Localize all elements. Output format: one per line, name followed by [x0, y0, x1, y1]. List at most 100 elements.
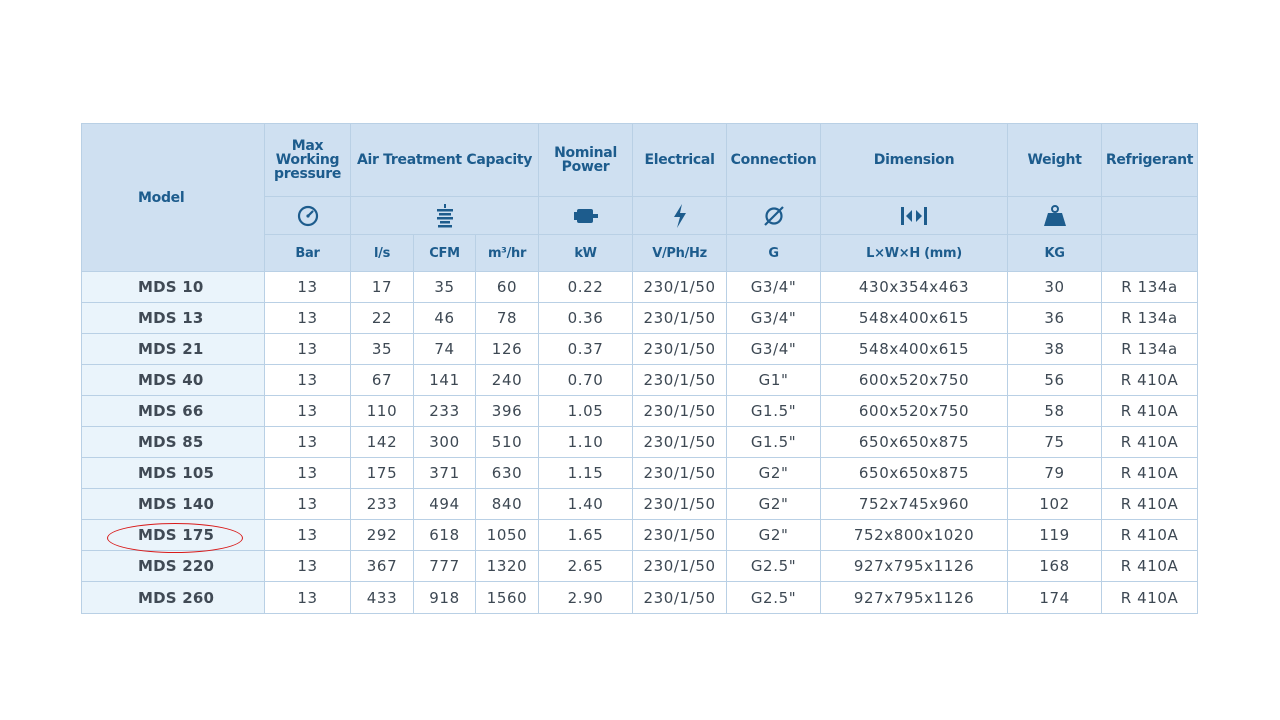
- cfm-cell: 494: [413, 488, 476, 520]
- refrigerant-cell: R 410A: [1101, 550, 1199, 582]
- pressure-cell: 13: [264, 395, 351, 427]
- weight-cell: 79: [1007, 457, 1103, 489]
- electrical-cell: 230/1/50: [632, 519, 728, 551]
- ls-cell: 17: [350, 271, 414, 303]
- m3hr-cell: 60: [474, 271, 540, 303]
- dimension-cell: 548x400x615: [820, 333, 1009, 365]
- kw-cell: 1.05: [538, 395, 634, 427]
- m3hr-cell: 126: [474, 333, 540, 365]
- weight-cell: 75: [1007, 426, 1103, 458]
- dimension-arrows-icon: [820, 196, 1009, 235]
- connection-cell: G1": [726, 364, 822, 396]
- electrical-cell: 230/1/50: [632, 581, 728, 614]
- connection-cell: G2": [726, 519, 822, 551]
- refrigerant-cell: R 410A: [1101, 395, 1199, 427]
- unit-ls: l/s: [350, 234, 414, 272]
- highlight-circle-annotation: [107, 523, 243, 553]
- refrigerant-cell: R 410A: [1101, 457, 1199, 489]
- motor-icon: [538, 196, 634, 235]
- m3hr-cell: 240: [474, 364, 540, 396]
- unit-lwh: L×W×H (mm): [820, 234, 1009, 272]
- dimension-cell: 927x795x1126: [820, 550, 1009, 582]
- refrigerant-cell: R 410A: [1101, 426, 1199, 458]
- nominal-power-header: Nominal Power: [538, 123, 634, 197]
- model-cell: MDS 40: [81, 364, 265, 396]
- m3hr-cell: 630: [474, 457, 540, 489]
- m3hr-cell: 1050: [474, 519, 540, 551]
- connection-cell: G3/4": [726, 271, 822, 303]
- connection-cell: G3/4": [726, 302, 822, 334]
- refrigerant-cell: R 134a: [1101, 271, 1199, 303]
- model-cell: MDS 105: [81, 457, 265, 489]
- pressure-cell: 13: [264, 457, 351, 489]
- ls-cell: 110: [350, 395, 414, 427]
- kw-cell: 0.70: [538, 364, 634, 396]
- ls-cell: 35: [350, 333, 414, 365]
- electrical-header: Electrical: [632, 123, 728, 197]
- ls-cell: 175: [350, 457, 414, 489]
- weight-cell: 30: [1007, 271, 1103, 303]
- electrical-cell: 230/1/50: [632, 488, 728, 520]
- kw-cell: 0.36: [538, 302, 634, 334]
- dimension-cell: 650x650x875: [820, 426, 1009, 458]
- ls-cell: 433: [350, 581, 414, 614]
- cfm-cell: 141: [413, 364, 476, 396]
- pressure-cell: 13: [264, 519, 351, 551]
- pressure-cell: 13: [264, 550, 351, 582]
- pressure-cell: 13: [264, 271, 351, 303]
- kw-cell: 1.10: [538, 426, 634, 458]
- specifications-table: Model Max Working pressure Air Treatment…: [81, 123, 1199, 614]
- electrical-cell: 230/1/50: [632, 271, 728, 303]
- max-working-pressure-header: Max Working pressure: [264, 123, 351, 197]
- m3hr-cell: 840: [474, 488, 540, 520]
- table-row: MDS 66 13 110 233 396 1.05 230/1/50 G1.5" 600x52…: [81, 395, 1199, 427]
- cfm-cell: 74: [413, 333, 476, 365]
- connection-cell: G2.5": [726, 550, 822, 582]
- dimension-cell: 752x745x960: [820, 488, 1009, 520]
- cfm-cell: 233: [413, 395, 476, 427]
- air-treatment-icon: [349, 196, 540, 235]
- connection-cell: G1.5": [726, 426, 822, 458]
- table-row: MDS 220 13 367 777 1320 2.65 230/1/50 G2.5" 927x…: [81, 550, 1199, 582]
- dimension-header: Dimension: [820, 123, 1009, 197]
- ls-cell: 67: [350, 364, 414, 396]
- refrigerant-cell: R 134a: [1101, 302, 1199, 334]
- pressure-cell: 13: [264, 426, 351, 458]
- ls-cell: 142: [350, 426, 414, 458]
- dimension-cell: 752x800x1020: [820, 519, 1009, 551]
- model-cell: MDS 21: [81, 333, 265, 365]
- weight-header: Weight: [1007, 123, 1103, 197]
- kw-cell: 1.40: [538, 488, 634, 520]
- electrical-cell: 230/1/50: [632, 333, 728, 365]
- cfm-cell: 777: [413, 550, 476, 582]
- refrigerant-cell: R 134a: [1101, 333, 1199, 365]
- table-row: MDS 21 13 35 74 126 0.37 230/1/50 G3/4" 548x400x…: [81, 333, 1199, 365]
- table-row: MDS 140 13 233 494 840 1.40 230/1/50 G2" 752x745…: [81, 488, 1199, 520]
- pressure-cell: 13: [264, 364, 351, 396]
- table-row: MDS 85 13 142 300 510 1.10 230/1/50 G1.5" 650x65…: [81, 426, 1199, 458]
- table-row: MDS 40 13 67 141 240 0.70 230/1/50 G1" 600x520x7…: [81, 364, 1199, 396]
- dimension-cell: 600x520x750: [820, 395, 1009, 427]
- dimension-cell: 650x650x875: [820, 457, 1009, 489]
- ls-cell: 367: [350, 550, 414, 582]
- ls-cell: 233: [350, 488, 414, 520]
- pressure-gauge-icon: [264, 196, 351, 235]
- weight-cell: 56: [1007, 364, 1103, 396]
- weight-cell: 36: [1007, 302, 1103, 334]
- unit-refrigerant: [1101, 234, 1199, 272]
- table-body: MDS 10 13 17 35 60 0.22 230/1/50 G3/4" 430x354x4…: [81, 271, 1199, 614]
- ls-cell: 292: [350, 519, 414, 551]
- cfm-cell: 46: [413, 302, 476, 334]
- model-cell: MDS 10: [81, 271, 265, 303]
- connection-header: Connection: [726, 123, 822, 197]
- model-cell: MDS 66: [81, 395, 265, 427]
- electrical-cell: 230/1/50: [632, 395, 728, 427]
- model-cell: MDS 260: [81, 581, 265, 614]
- unit-cfm: CFM: [413, 234, 476, 272]
- unit-m3hr: m³/hr: [474, 234, 540, 272]
- pressure-cell: 13: [264, 488, 351, 520]
- ls-cell: 22: [350, 302, 414, 334]
- m3hr-cell: 78: [474, 302, 540, 334]
- kw-cell: 0.37: [538, 333, 634, 365]
- dimension-cell: 430x354x463: [820, 271, 1009, 303]
